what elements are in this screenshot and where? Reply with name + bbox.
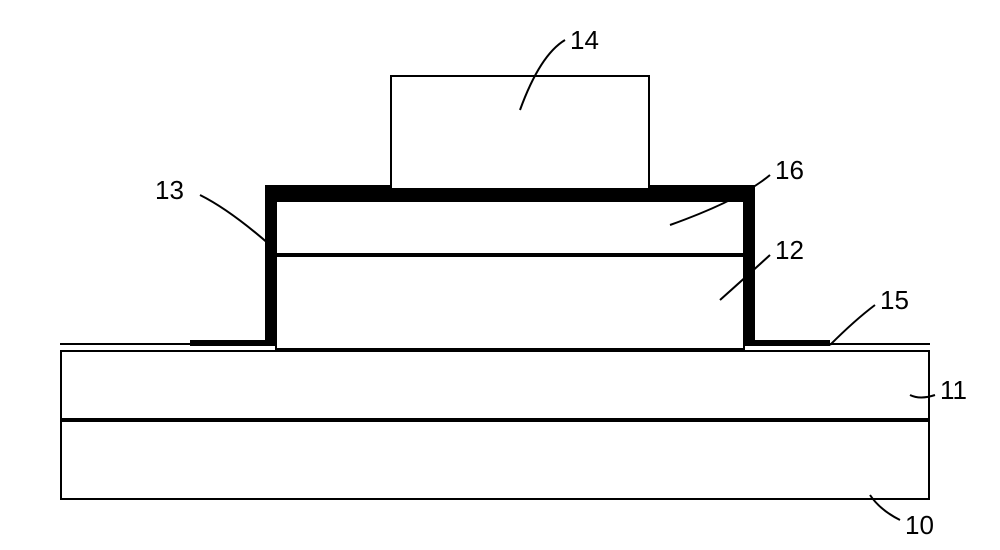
layer-16-mesa-upper — [275, 200, 745, 255]
label-14: 14 — [570, 25, 599, 56]
layer-13-left-foot — [190, 340, 275, 346]
leader-15 — [830, 305, 875, 345]
layer-11 — [60, 350, 930, 420]
label-12: 12 — [775, 235, 804, 266]
layer-13-left-tab — [265, 185, 395, 193]
label-16: 16 — [775, 155, 804, 186]
label-13: 13 — [155, 175, 184, 206]
label-15: 15 — [880, 285, 909, 316]
layer-13-left-vertical — [265, 195, 275, 345]
diagram-container: 14 16 13 12 15 11 10 — [0, 0, 1000, 550]
layer-12-mesa — [275, 255, 745, 350]
layer-13-right-vertical — [745, 195, 755, 345]
layer-10-substrate — [60, 420, 930, 500]
label-11: 11 — [940, 375, 967, 406]
leader-13 — [200, 195, 270, 245]
layer-13-right-foot — [745, 340, 830, 346]
layer-14-top — [390, 75, 650, 190]
label-10: 10 — [905, 510, 934, 541]
